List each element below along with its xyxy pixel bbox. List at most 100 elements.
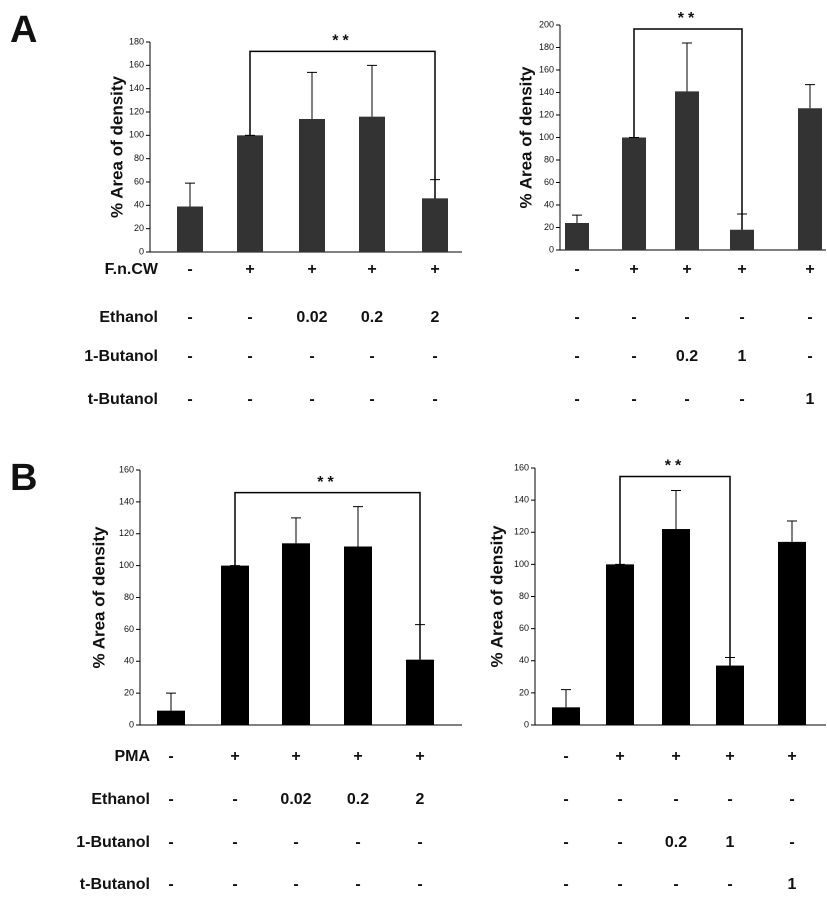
error-bar: [353, 507, 363, 547]
y-tick-label: 80: [134, 153, 144, 163]
treatment-cell: -: [789, 834, 794, 851]
treatment-cell: -: [168, 748, 173, 765]
treatment-cell: -: [293, 876, 298, 893]
bar: [778, 542, 806, 725]
treatment-cell: -: [673, 876, 678, 893]
bar: [406, 660, 434, 725]
bar: [565, 223, 589, 250]
treatment-cell: -: [355, 834, 360, 851]
treatment-cell: -: [168, 791, 173, 808]
treatment-cell: -: [187, 309, 192, 326]
treatment-cell: 0.2: [347, 791, 369, 808]
significance-label: **: [317, 474, 337, 491]
treatment-cell: -: [232, 876, 237, 893]
treatment-cell: -: [432, 348, 437, 365]
bar: [177, 207, 203, 253]
treatment-cell: -: [168, 876, 173, 893]
significance-bracket: [235, 493, 420, 660]
row-label: Ethanol: [91, 791, 150, 808]
treatment-cell: -: [293, 834, 298, 851]
treatment-cell: -: [417, 834, 422, 851]
y-tick-label: 180: [539, 42, 554, 52]
treatment-cell: -: [187, 391, 192, 408]
treatment-cell: -: [247, 309, 252, 326]
bar: [675, 91, 699, 250]
error-bar: [787, 521, 797, 542]
treatment-cell: -: [789, 791, 794, 808]
y-tick-label: 40: [544, 199, 554, 209]
treatment-cell: -: [247, 391, 252, 408]
row-label: t-Butanol: [88, 391, 158, 408]
row-label: F.n.CW: [105, 261, 159, 278]
significance-label: **: [332, 33, 352, 50]
treatment-cell: +: [725, 748, 734, 765]
treatment-cell: +: [615, 748, 624, 765]
y-tick-label: 20: [544, 222, 554, 232]
y-tick-label: 140: [119, 496, 134, 506]
treatment-cell: +: [671, 748, 680, 765]
treatment-cell: -: [369, 348, 374, 365]
treatment-cell: 1: [726, 834, 735, 851]
row-label: 1-Butanol: [84, 348, 158, 365]
error-bar: [561, 690, 571, 708]
treatment-cell: 0.02: [280, 791, 311, 808]
y-tick-label: 0: [549, 244, 554, 254]
bar: [221, 566, 249, 725]
treatment-cell: 2: [416, 791, 425, 808]
y-tick-label: 180: [129, 36, 144, 46]
treatment-cell: -: [369, 391, 374, 408]
y-tick-label: 80: [544, 154, 554, 164]
treatment-cell: +: [737, 261, 746, 278]
y-tick-label: 60: [544, 177, 554, 187]
row-label: t-Butanol: [80, 876, 150, 893]
bar: [299, 119, 325, 252]
treatment-cell: +: [629, 261, 638, 278]
error-bar: [682, 43, 692, 91]
y-tick-label: 140: [129, 83, 144, 93]
bar: [606, 564, 634, 725]
treatment-cell: -: [617, 791, 622, 808]
treatment-cell: -: [574, 348, 579, 365]
bar: [798, 108, 822, 250]
treatment-cell: 1: [738, 348, 747, 365]
treatment-cell: 0.2: [361, 309, 383, 326]
row-label: PMA: [114, 748, 150, 765]
treatment-cell: -: [739, 391, 744, 408]
treatment-cell: -: [187, 348, 192, 365]
treatment-cell: +: [291, 748, 300, 765]
y-tick-label: 40: [124, 656, 134, 666]
treatment-cell: -: [563, 876, 568, 893]
y-tick-label: 140: [514, 495, 529, 505]
y-tick-label: 100: [514, 559, 529, 569]
y-tick-label: 0: [129, 719, 134, 729]
treatment-cell: -: [684, 309, 689, 326]
treatment-cell: +: [682, 261, 691, 278]
y-axis-label: % Area of density: [487, 525, 506, 668]
y-tick-label: 80: [124, 592, 134, 602]
treatment-cell: -: [187, 261, 192, 278]
y-tick-label: 40: [519, 655, 529, 665]
treatment-cell: 0.2: [676, 348, 698, 365]
treatment-cell: -: [563, 748, 568, 765]
bar: [344, 547, 372, 726]
treatment-cell: 0.02: [296, 309, 327, 326]
y-tick-label: 40: [134, 200, 144, 210]
y-tick-label: 20: [519, 687, 529, 697]
y-tick-label: 160: [119, 464, 134, 474]
treatment-cell: -: [168, 834, 173, 851]
y-tick-label: 160: [514, 462, 529, 472]
treatment-cell: -: [673, 791, 678, 808]
treatment-cell: +: [353, 748, 362, 765]
treatment-cell: -: [355, 876, 360, 893]
row-label: Ethanol: [99, 309, 158, 326]
treatment-cell: -: [631, 348, 636, 365]
treatment-cell: 1: [788, 876, 797, 893]
row-label: 1-Butanol: [76, 834, 150, 851]
y-tick-label: 120: [129, 106, 144, 116]
treatment-cell: -: [574, 391, 579, 408]
treatment-cell: -: [309, 391, 314, 408]
error-bar: [307, 72, 317, 119]
treatment-cell: -: [727, 876, 732, 893]
y-tick-label: 160: [129, 60, 144, 70]
y-tick-label: 60: [134, 176, 144, 186]
